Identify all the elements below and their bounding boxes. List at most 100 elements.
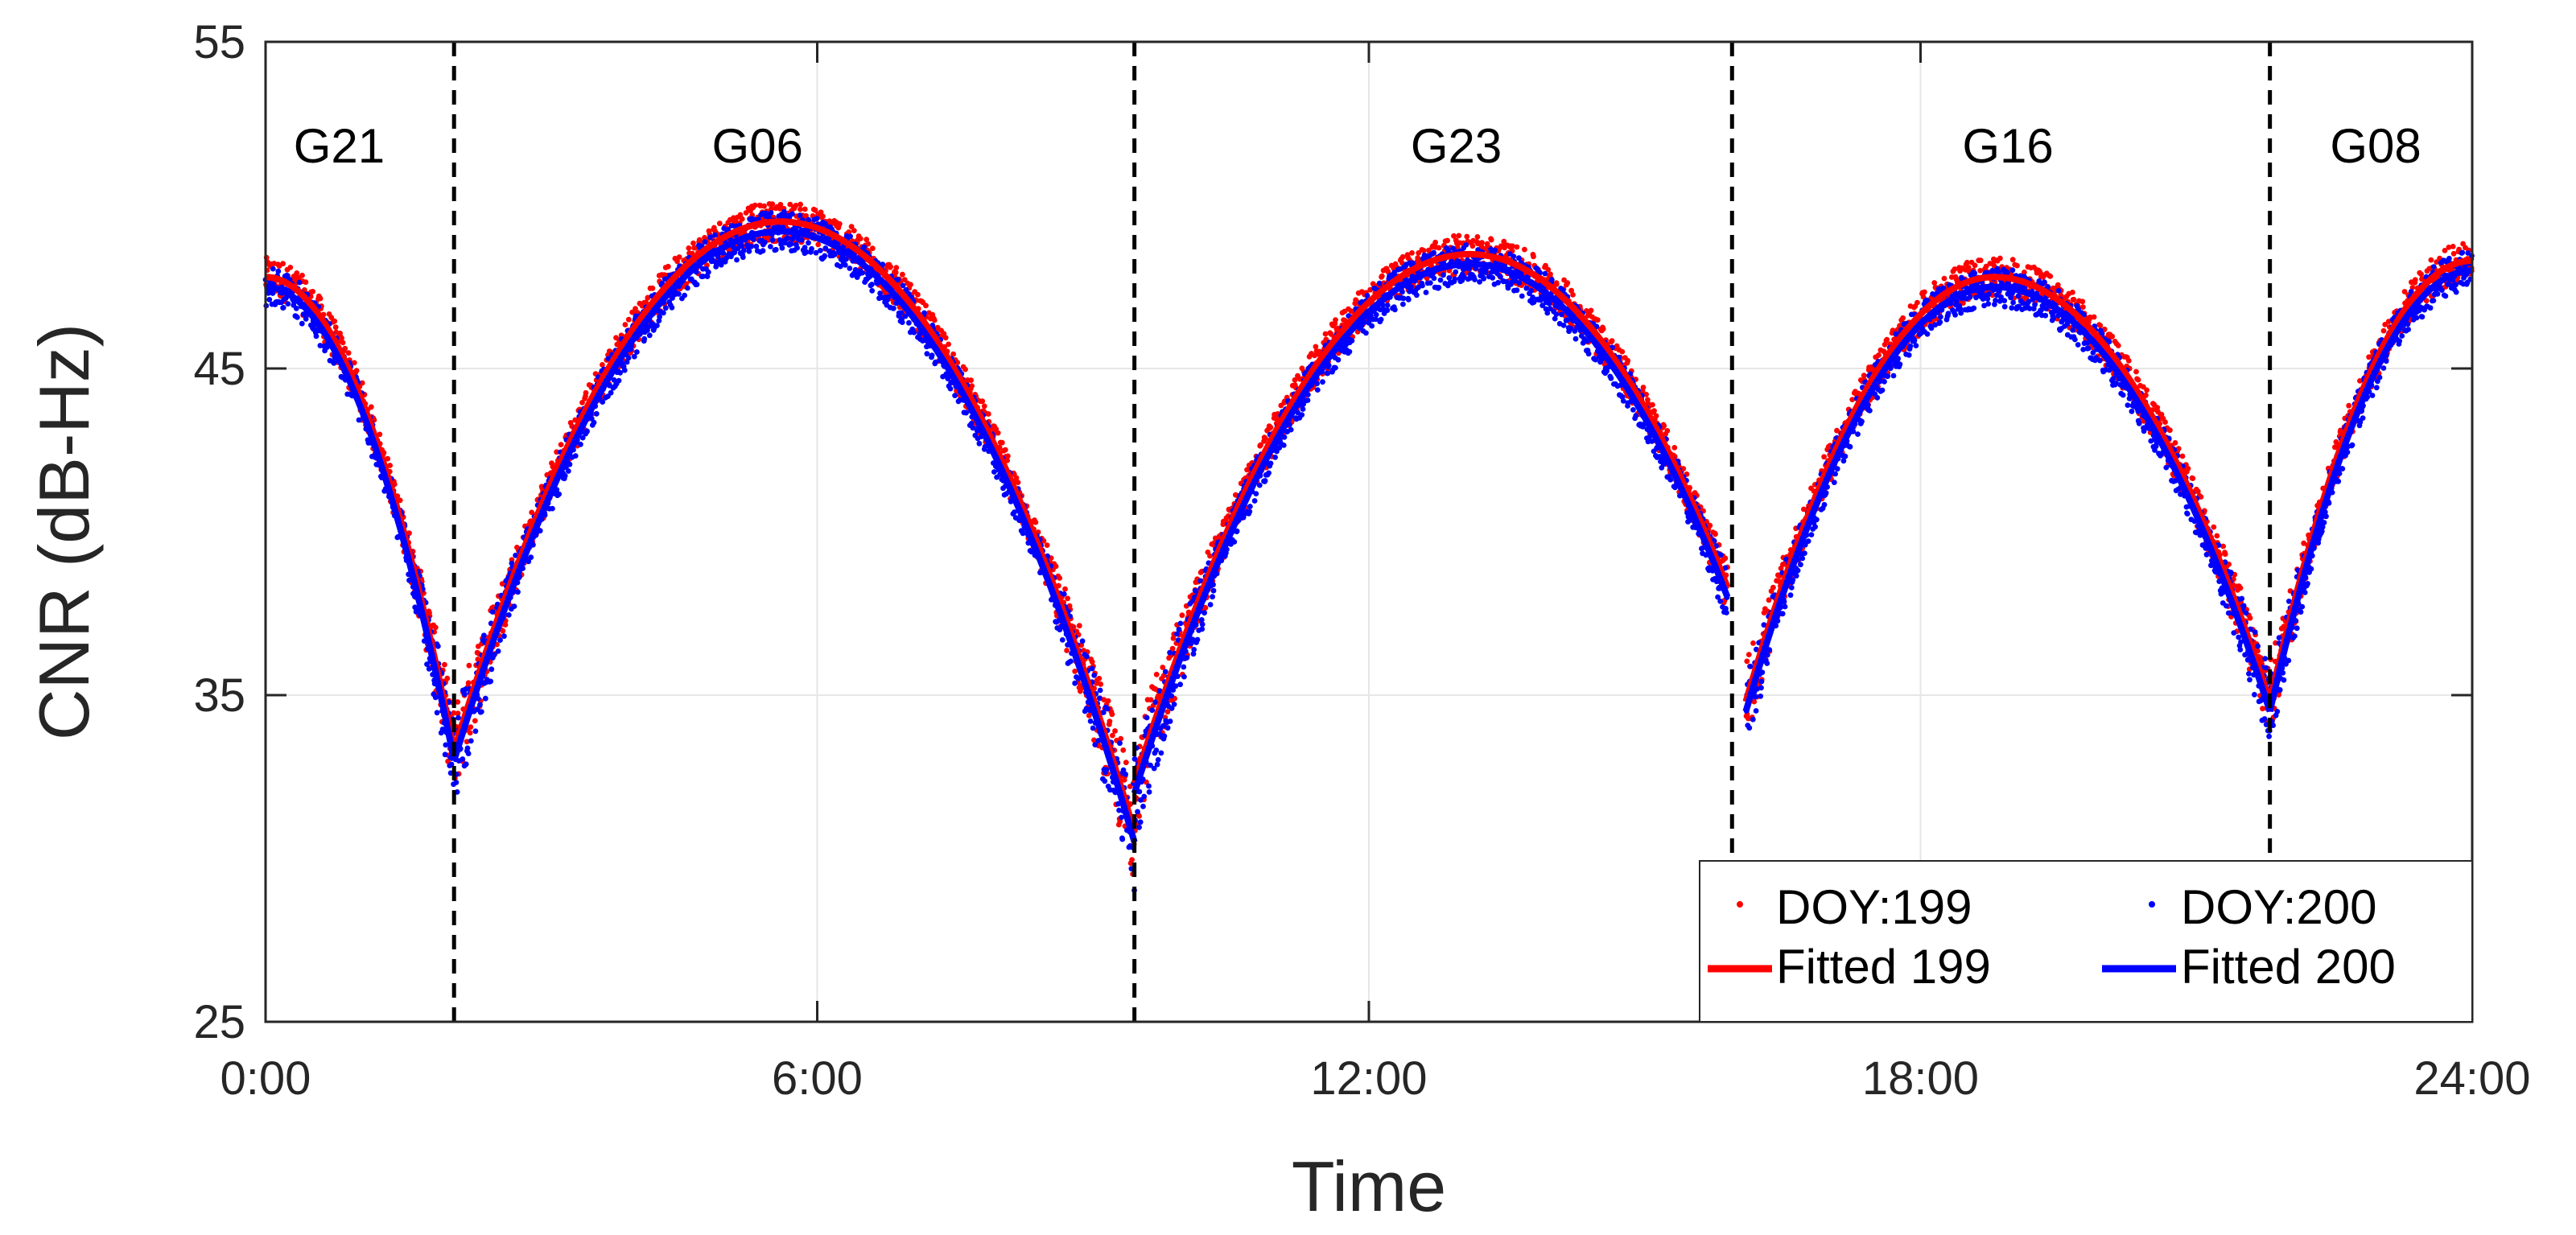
scatter-point [500,628,506,634]
scatter-point [1169,645,1176,652]
scatter-point [981,403,987,410]
scatter-point [572,453,579,459]
scatter-point [911,329,917,336]
scatter-point [1104,706,1111,712]
scatter-point [923,303,929,309]
scatter-point [768,210,774,216]
scatter-point [2162,419,2168,425]
scatter-point [753,243,760,249]
scatter-point [2167,427,2173,434]
scatter-point [565,468,571,474]
scatter-point [1076,623,1082,629]
scatter-point [463,761,469,768]
scatter-point [1766,597,1772,603]
scatter-point [472,718,478,724]
scatter-point [622,322,629,327]
scatter-point [863,237,870,243]
scatter-point [2097,323,2104,328]
scatter-point [489,609,496,615]
scatter-point [869,245,876,252]
scatter-point [1941,275,1947,282]
scatter-point [739,216,745,222]
scatter-point [1119,814,1124,821]
scatter-point [1117,740,1123,747]
scatter-point [631,353,637,360]
scatter-point [1005,453,1011,459]
scatter-point [1451,233,1457,239]
scatter-point [2109,333,2116,340]
scatter-point [387,463,393,468]
scatter-point [2412,277,2418,283]
scatter-point [502,622,509,628]
scatter-point [1160,665,1166,670]
scatter-point [509,560,515,566]
scatter-point [1116,807,1122,813]
scatter-point [1013,475,1020,481]
scatter-point [351,360,357,366]
scatter-point [558,442,564,447]
scatter-point [1522,246,1527,253]
scatter-point [746,248,752,254]
scatter-point [1107,718,1113,725]
scatter-point [1997,255,2003,261]
scatter-point [455,699,461,705]
scatter-point [477,702,483,708]
scatter-point [942,335,949,341]
scatter-point [1207,553,1213,559]
scatter-point [356,417,362,423]
scatter-point [1112,728,1118,734]
scatter-point [1120,767,1127,773]
scatter-point [685,285,690,291]
scatter-point [968,421,975,426]
scatter-point [802,245,808,250]
scatter-point [903,286,909,293]
scatter-point [1123,772,1128,777]
scatter-point [885,294,892,300]
scatter-point [732,219,739,224]
scatter-point [1484,241,1490,247]
scatter-point [2087,314,2093,320]
scatter-point [2450,244,2456,249]
scatter-point [1977,268,1984,274]
scatter-point [1514,244,1520,250]
scatter-point [892,270,899,276]
scatter-point [739,243,745,249]
scatter-point [583,389,589,396]
scatter-point [1751,698,1758,705]
scatter-point [669,305,675,311]
scatter-point [285,301,291,307]
scatter-point [2133,368,2139,375]
scatter-point [1510,243,1515,249]
scatter-point [464,739,470,745]
scatter-point [460,756,466,762]
scatter-point [2055,282,2061,288]
scatter-point [465,680,472,686]
scatter-point [284,272,290,278]
scatter-point [806,216,812,223]
scatter-point [1965,265,1972,270]
scatter-point [1609,338,1615,344]
scatter-point [435,643,441,649]
scatter-point [847,266,853,271]
scatter-point [1564,280,1571,286]
scatter-point [641,336,648,342]
scatter-point [2220,543,2227,550]
scatter-point [1164,709,1171,715]
scatter-point [2380,327,2387,334]
scatter-point [2382,322,2388,327]
scatter-point [451,710,457,716]
scatter-point [1432,239,1438,245]
scatter-point [2143,392,2149,398]
scatter-point [1101,697,1107,703]
scatter-point [899,319,905,325]
scatter-point [368,404,374,410]
scatter-point [1179,612,1185,619]
scatter-point [761,203,767,209]
scatter-point [2442,248,2448,253]
scatter-point [1713,531,1718,537]
scatter-point [2179,453,2186,459]
scatter-point [2154,405,2161,410]
scatter-point [1570,292,1576,298]
scatter-point [645,294,651,301]
scatter-point [1064,648,1070,653]
